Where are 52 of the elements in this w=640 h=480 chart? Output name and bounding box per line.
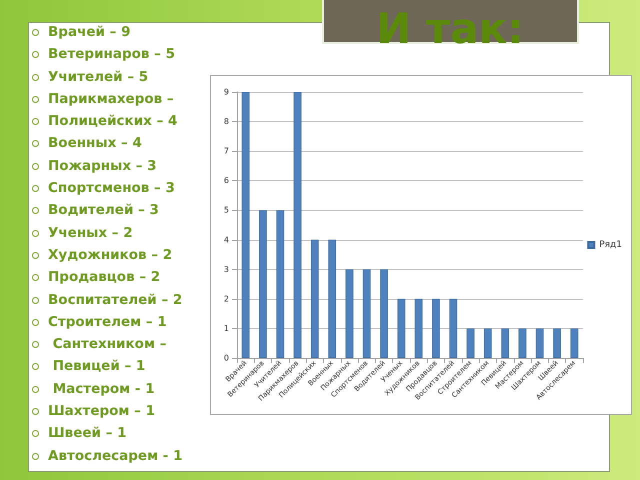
y-tick-label: 0 <box>224 354 229 362</box>
text: Полицейских – 4 <box>48 113 178 130</box>
bar <box>570 328 578 358</box>
text: Шахтером – 1 <box>48 403 155 420</box>
bar <box>466 328 474 358</box>
bar <box>414 298 423 358</box>
text: Водителей – 3 <box>48 202 159 218</box>
legend-label: Ряд1 <box>599 240 622 250</box>
text: Врачей – 9 <box>48 24 130 40</box>
text: Ветеринаров – 5 <box>48 46 176 62</box>
text: Мастером - 1 <box>52 380 155 397</box>
text: Спортсменов – 3 <box>48 180 175 196</box>
bar <box>310 240 319 358</box>
bar <box>276 210 284 358</box>
bar <box>294 92 302 358</box>
bar <box>346 269 354 358</box>
bar <box>397 298 406 358</box>
y-tick-label: 6 <box>224 176 229 186</box>
text: Автослесарем - 1 <box>48 448 182 464</box>
y-tick-label: 7 <box>224 146 229 156</box>
text: Певицей – 1 <box>52 358 146 374</box>
y-tick-label: 1 <box>224 324 229 333</box>
bar <box>380 269 388 358</box>
y-tick-label: 4 <box>224 235 229 244</box>
y-tick-label: 8 <box>224 117 229 126</box>
bar <box>328 240 336 358</box>
bar <box>449 298 458 358</box>
bar <box>362 269 371 358</box>
bar <box>259 210 267 358</box>
y-tick-label: 5 <box>224 206 229 215</box>
bar <box>536 328 544 358</box>
bar <box>242 92 250 358</box>
text: Учителей – 5 <box>48 68 148 85</box>
text: Продавцов – 2 <box>48 269 160 286</box>
bar <box>501 328 510 358</box>
bar <box>432 298 440 358</box>
text: Сантехником – <box>52 336 166 352</box>
text: Строителем – 1 <box>48 314 167 330</box>
text: Воспитателей – 2 <box>48 292 182 308</box>
text: Парикмахеров – <box>48 90 174 107</box>
y-tick-label: 3 <box>224 264 229 274</box>
text: Ученых – 2 <box>48 224 133 241</box>
y-tick-label: 9 <box>224 88 229 96</box>
text: Пожарных – 3 <box>48 158 157 174</box>
y-tick-label: 2 <box>224 294 229 304</box>
text: Швеей – 1 <box>48 425 127 442</box>
chart-title: И так: <box>375 4 525 54</box>
bar <box>518 328 526 358</box>
bar <box>553 328 561 358</box>
bar <box>484 328 492 358</box>
text: Художников – 2 <box>48 246 172 263</box>
text: Военных – 4 <box>48 135 142 152</box>
